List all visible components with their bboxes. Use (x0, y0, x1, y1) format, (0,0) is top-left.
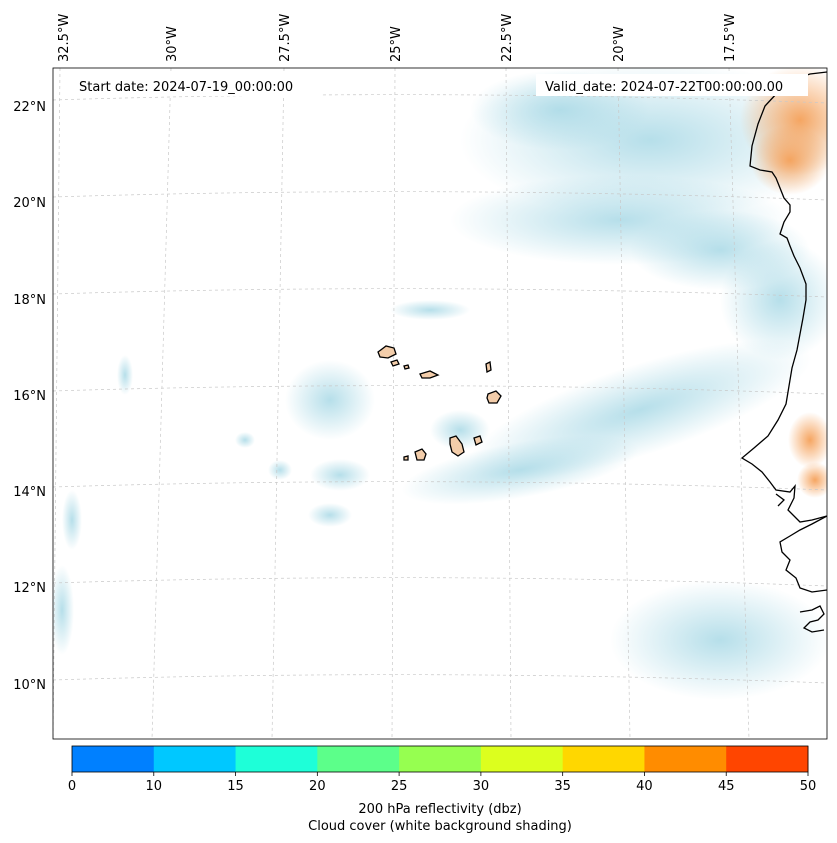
lon-label-27-5w: 27.5°W (278, 14, 293, 62)
start-date-text: Start date: 2024-07-19_00:00:00 (79, 80, 293, 95)
valid-date-box (536, 74, 808, 96)
colorbar-label-reflectivity: 200 hPa reflectivity (dbz) (358, 802, 521, 817)
colorbar-tick-label: 50 (800, 779, 817, 794)
colorbar-ticks: 0 10 15 20 25 30 35 40 45 50 (68, 772, 816, 794)
coastline (740, 71, 827, 633)
colorbar-tick-label: 30 (473, 779, 490, 794)
lat-label-20n: 20°N (13, 196, 46, 211)
longitude-labels: 32.5°W 30°W 27.5°W 25°W 22.5°W 20°W 17.5… (57, 14, 738, 62)
colorbar-segment (644, 746, 727, 772)
colorbar-frame (71, 745, 809, 773)
colorbar: 0 10 15 20 25 30 35 40 45 50 200 hPa reflectivity… (68, 745, 816, 834)
lon-label-20w: 20°W (612, 26, 627, 62)
lon-label-30w: 30°W (165, 26, 180, 62)
latitude-labels: 22°N 20°N 18°N 16°N 14°N 12°N 10°N (13, 100, 46, 693)
colorbar-tick-label: 15 (227, 779, 244, 794)
colorbar-tick-label: 45 (718, 779, 735, 794)
colorbar-segments (72, 746, 809, 772)
lon-label-22-5w: 22.5°W (500, 14, 515, 62)
colorbar-segment (153, 746, 237, 772)
colorbar-tick-label: 0 (68, 779, 76, 794)
colorbar-tick-label: 40 (636, 779, 653, 794)
lat-label-18n: 18°N (13, 293, 46, 308)
map-panel: Start date: 2024-07-19_00:00:00 Valid_da… (53, 68, 827, 739)
cape-verde-islands (377, 345, 502, 461)
graticule (53, 68, 827, 739)
colorbar-tick-label: 25 (391, 779, 408, 794)
colorbar-label-cloud-cover: Cloud cover (white background shading) (308, 819, 572, 834)
start-date-box (70, 74, 320, 96)
colorbar-tick-label: 20 (309, 779, 326, 794)
lat-label-22n: 22°N (13, 100, 46, 115)
map-frame (52, 67, 828, 740)
colorbar-segment (480, 746, 564, 772)
lat-label-12n: 12°N (13, 581, 46, 596)
colorbar-segment (399, 746, 482, 772)
lon-label-32-5w: 32.5°W (57, 14, 72, 62)
colorbar-tick-label: 35 (554, 779, 571, 794)
colorbar-segment (235, 746, 318, 772)
colorbar-segment (562, 746, 645, 772)
colorbar-segment (72, 746, 155, 772)
colorbar-tick-label: 10 (146, 779, 163, 794)
valid-date-text: Valid_date: 2024-07-22T00:00:00.00 (545, 80, 783, 95)
lat-label-10n: 10°N (13, 678, 46, 693)
lat-label-14n: 14°N (13, 485, 46, 500)
lat-label-16n: 16°N (13, 389, 46, 404)
lon-label-17-5w: 17.5°W (723, 14, 738, 62)
colorbar-segment (317, 746, 400, 772)
colorbar-segment (726, 746, 809, 772)
lon-label-25w: 25°W (389, 26, 404, 62)
